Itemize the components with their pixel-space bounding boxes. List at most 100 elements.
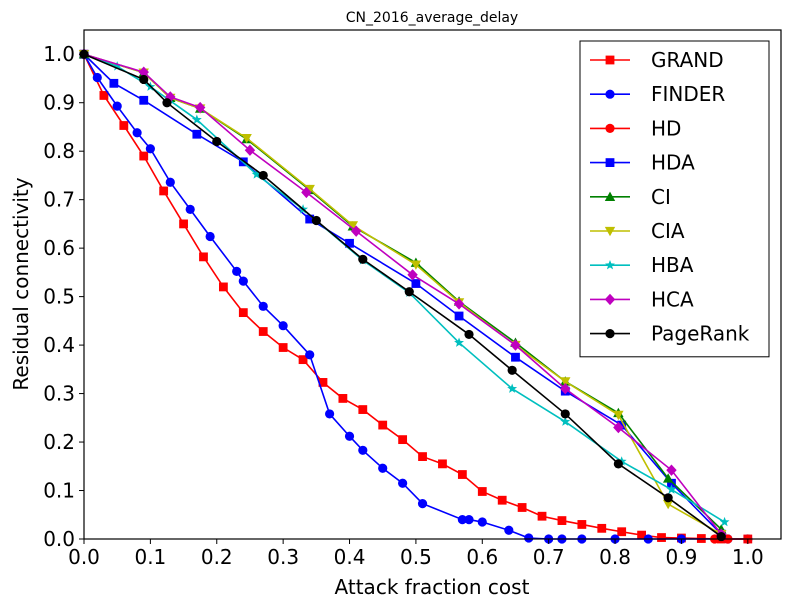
data-point-pagerank <box>464 329 474 340</box>
y-tick-label: 0.5 <box>43 285 75 309</box>
data-point-hba <box>507 383 518 393</box>
data-point-hca <box>350 225 362 237</box>
data-point-hda <box>617 420 627 430</box>
data-point-grand <box>517 503 527 512</box>
legend-item-hba: HBA <box>590 253 694 277</box>
series-hca <box>78 48 727 540</box>
data-point-grand <box>159 186 169 196</box>
data-point-grand <box>457 470 467 479</box>
data-point-hba <box>112 61 123 71</box>
data-point-grand <box>258 327 268 336</box>
data-point-grand <box>577 520 587 529</box>
data-point-cia <box>241 133 252 144</box>
data-point-finder <box>145 144 155 154</box>
data-point-finder <box>305 350 315 360</box>
data-point-grand <box>199 252 208 262</box>
legend-item-pagerank: PageRank <box>590 322 750 346</box>
data-point-grand <box>179 219 188 229</box>
data-point-hca <box>194 101 206 114</box>
data-point-pagerank <box>613 459 623 469</box>
legend-label: PageRank <box>651 322 750 346</box>
data-point-grand <box>597 523 607 533</box>
data-point-hca <box>453 298 465 310</box>
legend-marker <box>605 260 615 270</box>
legend-item-finder: FINDER <box>590 82 725 106</box>
x-axis-label: Attack fraction cost <box>335 575 530 599</box>
data-point-hda <box>139 95 149 105</box>
data-point-grand <box>139 151 149 161</box>
data-point-grand <box>477 487 487 496</box>
legend-label: FINDER <box>651 82 725 106</box>
data-point-grand <box>238 308 248 318</box>
data-point-finder <box>378 463 388 473</box>
plot-lines <box>78 48 753 544</box>
data-point-finder <box>238 276 248 286</box>
data-point-finder <box>232 266 242 277</box>
y-tick-label: 0.1 <box>43 479 75 503</box>
data-point-grand <box>398 435 408 445</box>
data-point-pagerank <box>258 170 268 181</box>
legend-item-hd: HD <box>590 116 681 140</box>
legend-marker <box>605 158 615 167</box>
series-line-grand <box>83 53 748 540</box>
data-point-hba <box>454 337 464 347</box>
x-tick-label: 0.8 <box>599 545 631 569</box>
y-tick-label: 0.2 <box>43 430 75 454</box>
data-point-finder <box>398 478 408 488</box>
data-point-pagerank <box>358 254 368 264</box>
data-point-grand <box>557 516 567 525</box>
data-point-grand <box>358 405 368 414</box>
x-tick-label: 0.7 <box>533 545 565 569</box>
data-point-grand <box>99 91 109 100</box>
series-line-hca <box>83 53 722 535</box>
x-tick-label: 0.2 <box>201 545 233 569</box>
plot-frame <box>83 29 782 540</box>
data-point-grand <box>219 282 228 292</box>
data-point-grand <box>298 355 308 365</box>
data-point-hca <box>244 144 256 156</box>
data-point-hda <box>109 78 119 88</box>
data-point-grand <box>378 420 388 430</box>
data-point-pagerank <box>560 409 570 419</box>
data-point-finder <box>92 72 102 83</box>
legend-marker <box>604 293 616 306</box>
series-line-cia <box>83 53 722 535</box>
data-point-hda <box>305 214 315 224</box>
data-point-hca <box>613 421 624 434</box>
data-point-hba <box>251 169 262 179</box>
data-point-pagerank <box>139 74 149 85</box>
data-point-finder <box>185 204 195 214</box>
legend-label: GRAND <box>651 48 724 72</box>
data-point-grand <box>418 452 427 461</box>
data-point-finder <box>477 517 487 527</box>
data-point-finder <box>132 128 142 138</box>
data-point-grand <box>318 378 328 387</box>
data-point-hca <box>301 186 312 199</box>
series-line-hda <box>83 53 722 535</box>
data-point-grand <box>637 530 646 540</box>
series-line-pagerank <box>83 53 722 538</box>
data-point-hda <box>411 279 421 288</box>
series-pagerank <box>79 49 726 542</box>
data-point-pagerank <box>162 98 172 108</box>
x-tick-label: 0.3 <box>267 545 299 569</box>
data-point-pagerank <box>716 531 726 542</box>
data-point-hba <box>560 416 571 426</box>
data-point-grand <box>537 511 547 521</box>
legend-label: HDA <box>651 151 695 175</box>
data-point-hda <box>192 129 202 139</box>
data-point-cia <box>662 499 674 510</box>
data-point-finder <box>504 525 514 535</box>
legend-label: CIA <box>651 219 685 243</box>
data-point-hca <box>560 383 571 395</box>
data-point-hda <box>345 238 354 248</box>
x-tick-label: 0.5 <box>400 545 432 569</box>
data-point-finder <box>457 515 467 525</box>
legend-label: HBA <box>651 253 694 277</box>
data-point-hca <box>510 339 521 351</box>
x-tick-label: 0.9 <box>666 545 698 569</box>
data-point-hca <box>138 66 149 78</box>
legend-marker <box>605 123 615 133</box>
legend-marker <box>604 226 616 237</box>
